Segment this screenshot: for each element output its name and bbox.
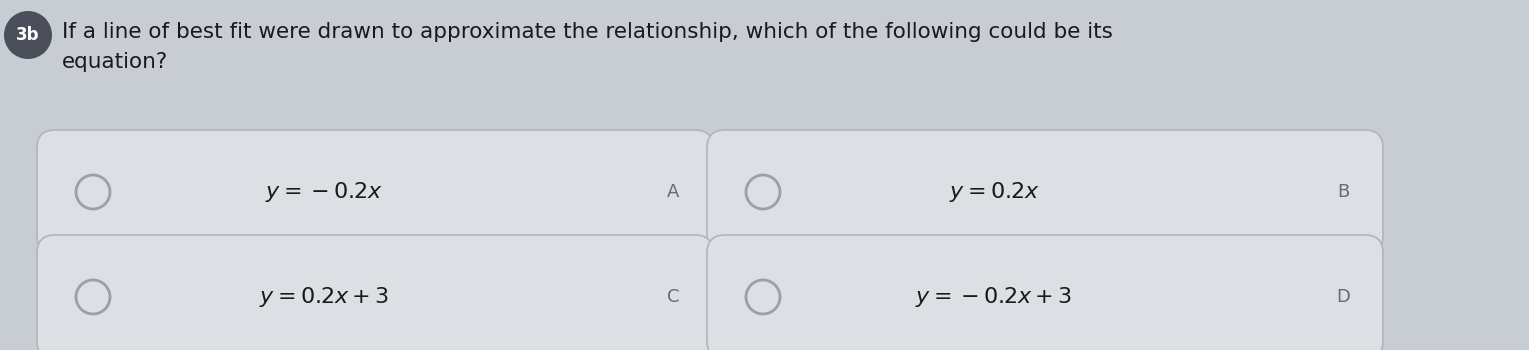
FancyBboxPatch shape <box>37 235 713 350</box>
Circle shape <box>746 280 780 314</box>
Text: 3b: 3b <box>17 26 40 44</box>
Text: A: A <box>667 183 679 201</box>
Text: B: B <box>1336 183 1349 201</box>
Text: If a line of best fit were drawn to approximate the relationship, which of the f: If a line of best fit were drawn to appr… <box>63 22 1113 42</box>
Text: $y = -0.2x$: $y = -0.2x$ <box>265 180 382 204</box>
Circle shape <box>746 175 780 209</box>
FancyBboxPatch shape <box>37 130 713 254</box>
Text: $y = 0.2x$: $y = 0.2x$ <box>948 180 1040 204</box>
FancyBboxPatch shape <box>706 235 1384 350</box>
Text: D: D <box>1336 288 1350 306</box>
Text: $y = -0.2x + 3$: $y = -0.2x + 3$ <box>916 285 1072 309</box>
Text: C: C <box>667 288 679 306</box>
Text: $y = 0.2x + 3$: $y = 0.2x + 3$ <box>258 285 388 309</box>
Circle shape <box>76 175 110 209</box>
Text: equation?: equation? <box>63 52 168 72</box>
Circle shape <box>76 280 110 314</box>
Circle shape <box>5 11 52 59</box>
FancyBboxPatch shape <box>706 130 1384 254</box>
